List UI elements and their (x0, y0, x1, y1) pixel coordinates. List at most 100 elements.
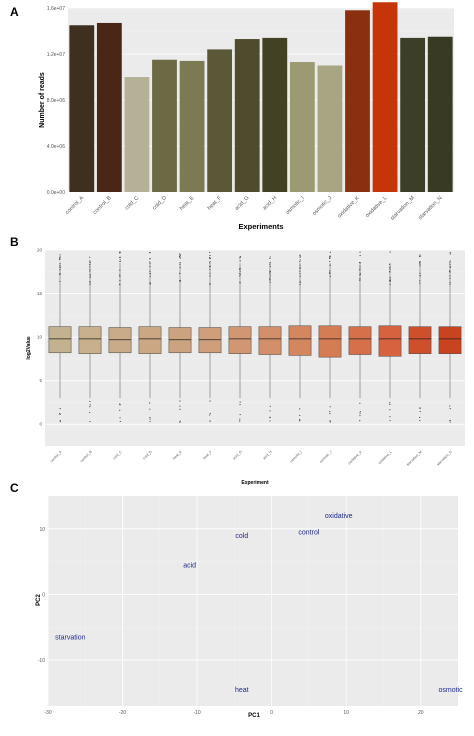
panel-label-b: B (10, 235, 19, 249)
y-tick-label: 1.6e+07 (47, 6, 65, 12)
outlier-point (419, 282, 421, 284)
outlier-point (59, 280, 61, 282)
outlier-point (179, 254, 181, 257)
outlier-point (209, 400, 211, 402)
outlier-point (269, 272, 271, 274)
outlier-point (329, 421, 331, 423)
outlier-point (299, 280, 301, 282)
bar (372, 2, 398, 192)
outlier-point (209, 275, 211, 277)
outlier-point (119, 259, 121, 261)
outlier-point (269, 257, 271, 260)
outlier-point (359, 420, 361, 422)
x-tick-label: acid_H (262, 195, 278, 211)
outlier-point (179, 405, 181, 407)
outlier-point (299, 283, 301, 286)
outlier-point (59, 254, 61, 256)
y-axis-title: log2Value (26, 336, 32, 360)
bar (317, 65, 343, 192)
outlier-point (89, 280, 91, 283)
outlier-point (329, 275, 331, 277)
outlier-point (119, 252, 121, 254)
y-tick-label: -10 (38, 658, 45, 664)
outlier-point (179, 272, 181, 275)
outlier-point (239, 414, 241, 416)
outlier-point (239, 282, 241, 284)
box (198, 327, 222, 354)
outlier-point (389, 420, 391, 422)
outlier-point (329, 255, 331, 257)
bar (427, 36, 453, 192)
outlier-point (359, 265, 361, 268)
outlier-point (299, 414, 301, 416)
outlier-point (269, 420, 271, 422)
y-tick-label: 0 (39, 422, 42, 427)
outlier-point (359, 415, 361, 417)
outlier-point (119, 260, 121, 262)
bar (262, 37, 288, 193)
x-tick-label: 20 (418, 710, 424, 716)
outlier-point (449, 408, 451, 410)
outlier-point (299, 261, 301, 263)
outlier-point (89, 264, 91, 266)
outlier-point (179, 420, 181, 422)
outlier-point (149, 418, 151, 420)
outlier-point (359, 262, 361, 264)
outlier-point (419, 263, 421, 265)
outlier-point (329, 264, 331, 266)
outlier-point (389, 402, 391, 404)
outlier-point (59, 258, 61, 260)
x-tick-label: control_B (79, 449, 93, 463)
outlier-point (149, 262, 151, 264)
outlier-point (149, 408, 151, 410)
outlier-point (149, 282, 151, 284)
outlier-point (389, 283, 391, 285)
outlier-point (209, 261, 211, 263)
outlier-point (449, 271, 451, 273)
outlier-point (89, 283, 91, 285)
x-tick-label: osmotic_I (289, 450, 302, 463)
outlier-point (59, 408, 61, 410)
outlier-point (89, 260, 91, 262)
outlier-point (449, 419, 451, 421)
x-tick-label: cold_D (142, 450, 153, 461)
outlier-point (179, 400, 181, 402)
outlier-point (179, 261, 181, 264)
outlier-point (119, 420, 121, 423)
outlier-point (89, 273, 91, 275)
outlier-point (359, 272, 361, 274)
x-tick-label: cold_C (124, 195, 140, 211)
y-tick-label: 20 (37, 248, 43, 253)
outlier-point (419, 275, 421, 277)
outlier-point (389, 278, 391, 280)
x-tick-label: cold_D (152, 195, 168, 211)
outlier-point (449, 270, 451, 272)
outlier-point (329, 251, 331, 253)
outlier-point (59, 266, 61, 268)
outlier-point (209, 257, 211, 259)
outlier-point (239, 260, 241, 262)
outlier-point (359, 402, 361, 404)
outlier-point (299, 275, 301, 277)
outlier-point (239, 267, 241, 269)
x-tick-label: control_A (49, 449, 63, 463)
outlier-point (269, 416, 271, 418)
box (138, 326, 162, 354)
panel-label-c: C (10, 481, 19, 495)
bar (152, 59, 177, 192)
outlier-point (419, 261, 421, 263)
x-tick-label: heat_E (179, 195, 196, 212)
outlier-point (149, 257, 151, 260)
outlier-point (89, 256, 91, 258)
outlier-point (269, 270, 271, 272)
point-label: oxidative (325, 513, 353, 520)
box (168, 327, 192, 354)
pca-scatter-panel: oxidative cold control acid starvation heat os… (36, 496, 463, 719)
outlier-point (329, 412, 331, 415)
x-tick-label: starvation_N (418, 195, 444, 221)
outlier-point (59, 420, 61, 422)
outlier-point (389, 280, 391, 282)
outlier-point (329, 420, 331, 422)
outlier-point (59, 273, 61, 275)
outlier-point (89, 282, 91, 284)
